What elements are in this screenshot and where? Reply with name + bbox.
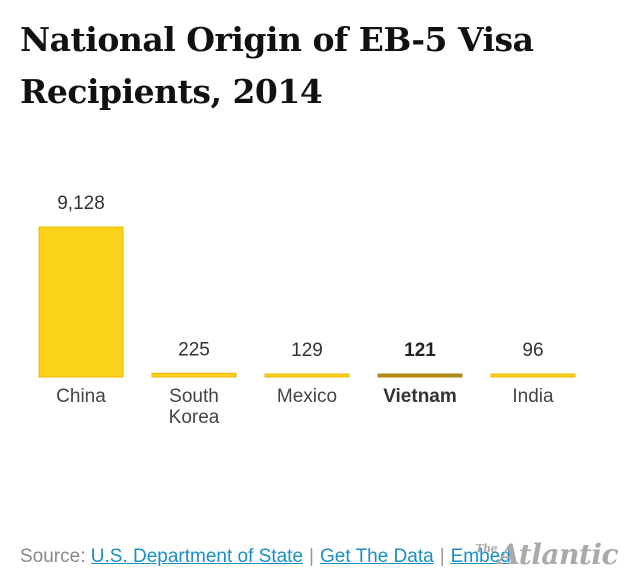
the-atlantic-logo: TheAtlantic	[475, 538, 618, 571]
value-label-mexico: 129	[291, 340, 323, 361]
bar-china	[38, 226, 124, 378]
bar-vietnam	[377, 373, 463, 378]
category-label-china: China	[56, 386, 106, 407]
category-label-india: India	[512, 386, 554, 407]
value-labels-group: 9,128 225 129 121 96	[57, 193, 543, 361]
source-prefix: Source:	[20, 546, 86, 567]
bar-india	[490, 373, 576, 378]
logo-name: Atlantic	[498, 538, 618, 571]
separator: |	[439, 546, 445, 567]
bars-group	[38, 226, 576, 378]
value-label-india: 96	[522, 340, 543, 361]
value-label-vietnam: 121	[404, 340, 436, 361]
embed-link[interactable]: Embed	[450, 546, 510, 567]
separator: |	[309, 546, 314, 567]
state-department-link[interactable]: U.S. Department of State	[90, 546, 304, 567]
value-label-china: 9,128	[57, 193, 105, 214]
category-labels-group: China South Korea Mexico Vietnam India	[56, 386, 554, 428]
value-label-south-korea: 225	[178, 339, 210, 360]
source-line: Source: U.S. Department of State | Get The…	[20, 546, 510, 568]
logo-the: The	[475, 542, 498, 555]
get-data-link[interactable]: Get The Data	[319, 546, 434, 567]
category-label-vietnam: Vietnam	[383, 386, 457, 407]
bar-mexico	[264, 373, 350, 378]
category-label-mexico: Mexico	[277, 386, 337, 407]
category-label-south-korea: South Korea	[169, 386, 220, 428]
bar-south-korea	[151, 372, 237, 378]
chart-title: National Origin of EB-5 Visa Recipients,…	[20, 20, 534, 111]
